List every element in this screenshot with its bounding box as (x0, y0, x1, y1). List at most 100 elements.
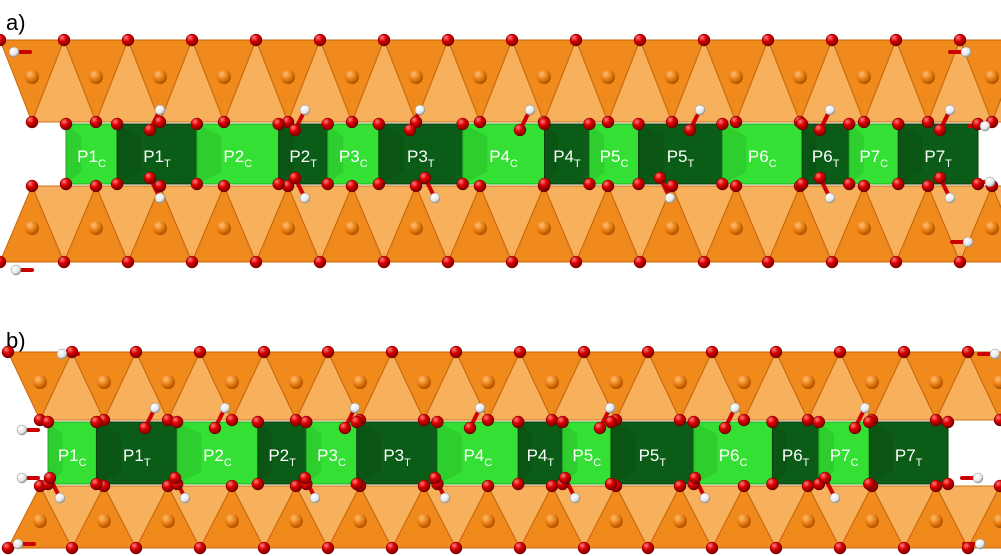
hydrogen-atom (859, 402, 871, 414)
oxygen-atom (463, 421, 477, 435)
hydrogen-atom (699, 492, 711, 504)
oxygen-atom (769, 541, 783, 555)
oxygen-atom (538, 177, 551, 191)
octahedron-facet (849, 124, 864, 184)
silicon-atom (993, 514, 1001, 528)
silicon-atom (865, 375, 879, 389)
octahedron-cis (196, 123, 280, 185)
hydrogen-atom (10, 264, 22, 276)
octahedron-facet (196, 124, 222, 184)
site-label-subscript: T (574, 158, 581, 170)
oxygen-atom (795, 177, 809, 191)
site-label-name: P5 (600, 147, 621, 166)
oxygen-atom (193, 345, 207, 359)
octahedron-facet (278, 124, 294, 184)
oxygen-atom (889, 255, 903, 269)
oxygen-atom (449, 541, 463, 555)
oxygen-atom (313, 33, 327, 47)
oxygen-atom (795, 117, 809, 131)
oxygen-atom (929, 479, 943, 493)
hydrogen-atom (524, 104, 536, 116)
oxygen-atom (833, 541, 847, 555)
oxygen-atom (577, 345, 591, 359)
site-label-subscript: T (945, 158, 952, 170)
site-label-name: P1 (143, 147, 164, 166)
oxygen-atom (812, 415, 826, 429)
site-label-name: P4 (489, 147, 510, 166)
oxygen-atom (857, 179, 871, 193)
oxygen-atom (59, 117, 73, 131)
octahedron-facet (177, 422, 202, 484)
site-label-subscript: C (510, 158, 518, 170)
octahedron-trans (638, 123, 723, 185)
octahedron-cis (47, 421, 97, 485)
oxygen-atom (409, 179, 423, 193)
octahedron-trans (517, 421, 564, 485)
site-label-name: P3 (317, 446, 338, 465)
site-label-subscript: C (79, 457, 87, 469)
site-label: P4C (463, 446, 492, 469)
oxygen-atom (428, 471, 442, 485)
site-label: P2T (268, 446, 296, 469)
oxygen-atom (57, 33, 71, 47)
oxygen-atom (272, 177, 285, 191)
site-label: P7C (830, 446, 859, 469)
hydrogen-atom (349, 402, 361, 414)
oxygen-atom (737, 479, 751, 493)
hydrogen-atom (154, 104, 166, 116)
site-label: P5T (667, 147, 695, 170)
oxygen-atom (90, 415, 103, 429)
oxygen-atom (89, 179, 103, 193)
site-label: P3C (339, 147, 368, 170)
oxygen-atom (801, 413, 815, 427)
hydrogen-atom (824, 192, 836, 204)
silicon-atom (33, 514, 47, 528)
site-label: P7T (895, 446, 923, 469)
oxygen-atom (641, 541, 655, 555)
site-label-subscript: T (404, 457, 411, 469)
site-label: P5C (600, 147, 629, 170)
silicon-atom (729, 221, 743, 235)
oxygen-atom (59, 177, 73, 191)
octahedron-facet (327, 124, 344, 184)
oxygen-atom (665, 179, 679, 193)
hydrogen-atom (219, 402, 231, 414)
oxygen-atom (558, 471, 572, 485)
oxygen-atom (138, 421, 152, 435)
silicon-atom (33, 375, 47, 389)
site-label: P2C (223, 147, 252, 170)
silicon-atom (545, 514, 559, 528)
silicon-atom (545, 375, 559, 389)
oxygen-atom (601, 179, 615, 193)
silicon-atom (481, 375, 495, 389)
site-label-name: P6 (812, 147, 833, 166)
site-label-name: P3 (383, 446, 404, 465)
oxygen-atom (449, 345, 463, 359)
site-label: P3T (407, 147, 435, 170)
octahedron-facet (518, 422, 532, 484)
octahedron-facet (562, 422, 578, 484)
octahedron-trans (868, 421, 949, 485)
oxygen-atom (583, 177, 596, 191)
octahedron-facet (117, 124, 142, 184)
octahedron-trans (95, 421, 178, 485)
oxygen-atom (953, 255, 967, 269)
silicon-atom (737, 514, 751, 528)
octahedron-facet (66, 124, 82, 184)
silicon-atom (857, 70, 871, 84)
oxygen-atom (65, 345, 79, 359)
oxygen-atom (338, 421, 352, 435)
octahedron-facet (437, 422, 462, 484)
oxygen-atom (825, 33, 839, 47)
site-label-name: P6 (748, 147, 769, 166)
oxygen-atom (842, 177, 856, 191)
site-label-subscript: C (98, 158, 106, 170)
site-label: P5C (572, 446, 601, 469)
oxygen-atom (481, 479, 495, 493)
silicon-atom (865, 514, 879, 528)
oxygen-atom (372, 177, 386, 191)
site-label-name: P5 (639, 446, 660, 465)
oxygen-atom (249, 255, 263, 269)
oxygen-atom (272, 117, 285, 131)
silicon-atom (537, 221, 551, 235)
